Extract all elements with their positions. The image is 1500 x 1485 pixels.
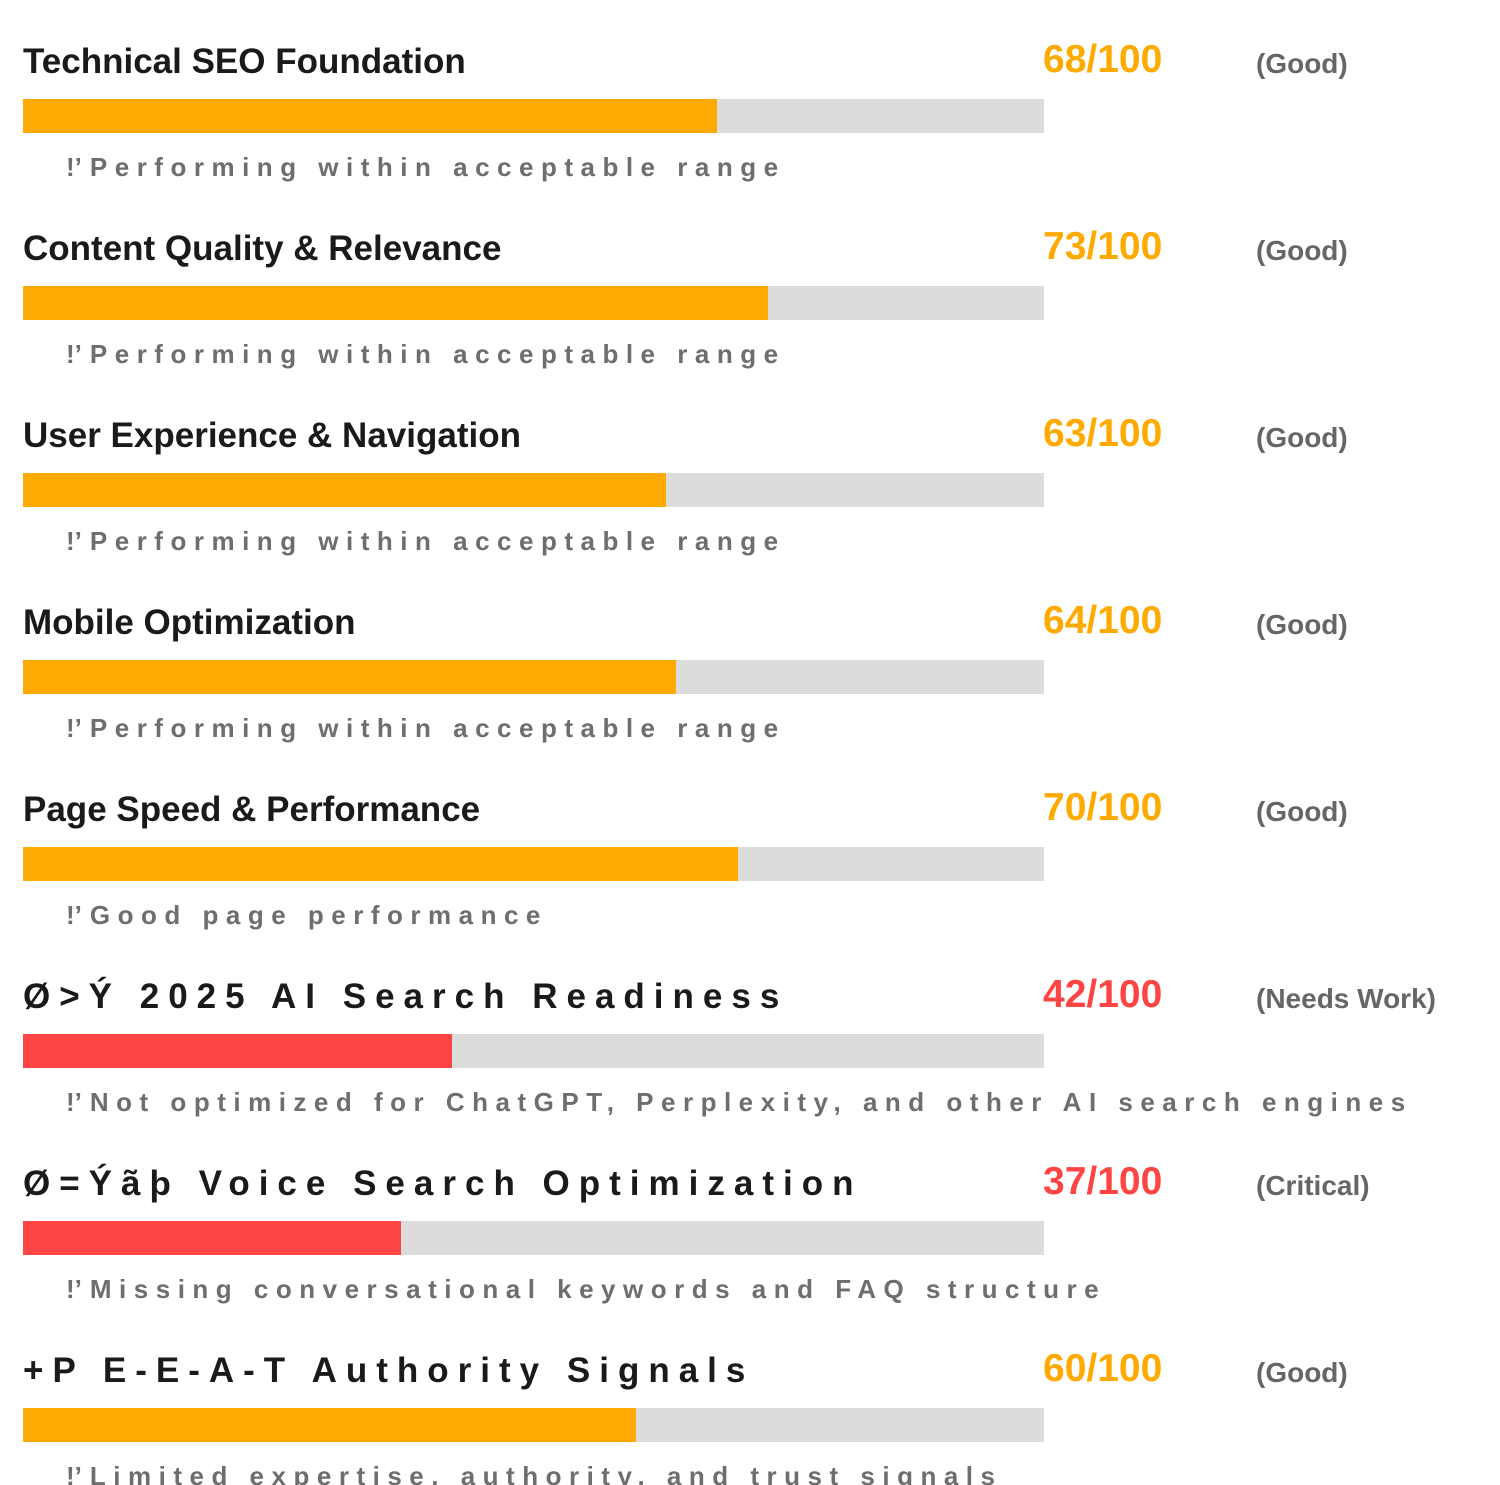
metric-row-mobile-optimization: Mobile Optimization 64/100 (Good) !’ Perf…	[0, 561, 1500, 748]
metric-row-eeat-authority: +P E-E-A-T Authority Signals 60/100 (Goo…	[0, 1309, 1500, 1485]
metric-rating: (Good)	[1256, 235, 1348, 266]
metric-rating: (Good)	[1256, 422, 1348, 453]
metric-rating: (Needs Work)	[1256, 983, 1436, 1014]
metric-score: 37/100	[1043, 1160, 1163, 1203]
progress-bar-fill	[23, 1408, 636, 1442]
note-arrow-icon: !’	[66, 1274, 82, 1304]
progress-bar-fill	[23, 1221, 401, 1255]
note-arrow-icon: !’	[66, 1461, 82, 1485]
progress-bar-fill	[23, 1034, 452, 1068]
note-arrow-icon: !’	[66, 526, 82, 556]
metric-title: Ø>Ý 2025 AI Search Readiness	[23, 977, 789, 1016]
metric-row-user-experience: User Experience & Navigation 63/100 (Goo…	[0, 374, 1500, 561]
progress-bar-track	[23, 99, 1044, 133]
progress-bar-track	[23, 1408, 1044, 1442]
metric-score: 68/100	[1043, 38, 1163, 81]
metric-title: Content Quality & Relevance	[23, 229, 502, 268]
metric-score: 73/100	[1043, 225, 1163, 268]
metric-row-ai-search-readiness: Ø>Ý 2025 AI Search Readiness 42/100 (Nee…	[0, 935, 1500, 1122]
metric-rating: (Good)	[1256, 609, 1348, 640]
progress-bar-track	[23, 847, 1044, 881]
metric-note: !’ Not optimized for ChatGPT, Perplexity,…	[66, 1085, 1413, 1119]
metric-note: !’ Missing conversational keywords and FA…	[66, 1272, 1106, 1306]
metric-title: User Experience & Navigation	[23, 416, 521, 455]
note-arrow-icon: !’	[66, 900, 82, 930]
metric-note: !’ Performing within acceptable range	[66, 524, 786, 558]
metric-note: !’ Limited expertise, authority, and trus…	[66, 1459, 1002, 1485]
progress-bar-track	[23, 286, 1044, 320]
metric-note-text: Performing within acceptable range	[89, 339, 786, 369]
progress-bar-fill	[23, 286, 769, 320]
metric-row-content-quality: Content Quality & Relevance 73/100 (Good…	[0, 187, 1500, 374]
progress-bar-track	[23, 1034, 1044, 1068]
metric-title: +P E-E-A-T Authority Signals	[23, 1351, 755, 1390]
metric-rating: (Good)	[1256, 1357, 1348, 1388]
progress-bar-track	[23, 660, 1044, 694]
metric-note-text: Missing conversational keywords and FAQ …	[89, 1274, 1107, 1304]
metric-score: 42/100	[1043, 973, 1163, 1016]
metric-row-voice-search: Ø=Ýãþ Voice Search Optimization 37/100 (…	[0, 1122, 1500, 1309]
metric-note-text: Not optimized for ChatGPT, Perplexity, a…	[89, 1087, 1413, 1117]
metric-row-technical-seo: Technical SEO Foundation 68/100 (Good) !…	[0, 0, 1500, 187]
metric-title: Technical SEO Foundation	[23, 42, 466, 81]
metric-title: Page Speed & Performance	[23, 790, 481, 829]
metric-note: !’ Performing within acceptable range	[66, 150, 786, 184]
metric-rating: (Good)	[1256, 48, 1348, 79]
metric-score: 70/100	[1043, 786, 1163, 829]
note-arrow-icon: !’	[66, 713, 82, 743]
note-arrow-icon: !’	[66, 339, 82, 369]
metric-score: 64/100	[1043, 599, 1163, 642]
metric-score: 60/100	[1043, 1347, 1163, 1390]
metric-note: !’ Good page performance	[66, 898, 548, 932]
metric-row-page-speed: Page Speed & Performance 70/100 (Good) !…	[0, 748, 1500, 935]
metric-title: Mobile Optimization	[23, 603, 356, 642]
progress-bar-track	[23, 473, 1044, 507]
note-arrow-icon: !’	[66, 1087, 82, 1117]
metric-note-text: Good page performance	[89, 900, 548, 930]
metric-rating: (Critical)	[1256, 1170, 1370, 1201]
note-arrow-icon: !’	[66, 152, 82, 182]
progress-bar-track	[23, 1221, 1044, 1255]
metric-score: 63/100	[1043, 412, 1163, 455]
metric-title: Ø=Ýãþ Voice Search Optimization	[23, 1164, 863, 1203]
progress-bar-fill	[23, 660, 677, 694]
metric-note-text: Performing within acceptable range	[89, 526, 786, 556]
progress-bar-fill	[23, 99, 718, 133]
metric-note-text: Limited expertise, authority, and trust …	[89, 1461, 1003, 1485]
metric-note-text: Performing within acceptable range	[89, 152, 786, 182]
metric-note: !’ Performing within acceptable range	[66, 337, 786, 371]
metric-note: !’ Performing within acceptable range	[66, 711, 786, 745]
metric-note-text: Performing within acceptable range	[89, 713, 786, 743]
progress-bar-fill	[23, 847, 738, 881]
metric-rating: (Good)	[1256, 796, 1348, 827]
progress-bar-fill	[23, 473, 667, 507]
